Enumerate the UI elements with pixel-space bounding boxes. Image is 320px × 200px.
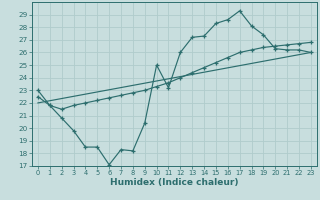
X-axis label: Humidex (Indice chaleur): Humidex (Indice chaleur) xyxy=(110,178,239,187)
